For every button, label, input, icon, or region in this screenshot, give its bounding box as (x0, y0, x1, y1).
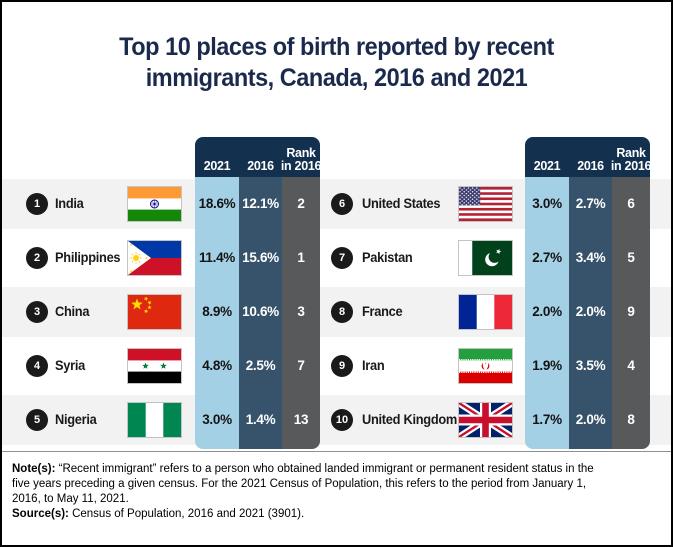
country-label: Philippines (55, 250, 121, 265)
value-2021: 4.8% (202, 358, 232, 373)
table-row: 6 United States 3.0% 2.7% 6 (2, 179, 671, 229)
column-rank-bar (282, 177, 320, 449)
value-2016: 3.4% (575, 250, 606, 265)
source-line: Source(s): Census of Population, 2016 an… (12, 507, 604, 522)
table-row: 1 India 18.6% 12.1% 2 (2, 179, 671, 229)
header-2016: 2016 (577, 159, 604, 173)
notes-divider (2, 451, 671, 452)
syria-flag (127, 348, 182, 384)
value-2021: 1.9% (532, 358, 562, 373)
value-columns-left (195, 177, 320, 449)
united-states-flag (458, 186, 513, 222)
value-2016: 2.7% (575, 196, 606, 211)
france-flag (458, 294, 513, 330)
value-rank-2016: 7 (297, 358, 305, 373)
footnotes: Note(s): “Recent immigrant” refers to a … (12, 462, 604, 522)
rank-badge: 5 (26, 409, 48, 431)
iran-flag (458, 348, 513, 384)
rank-badge: 2 (26, 247, 48, 269)
rank-badge: 8 (331, 301, 353, 323)
header-rank-in-2016: Rank in 2016 (280, 146, 322, 173)
header-rank-in-2016: Rank in 2016 (610, 146, 652, 173)
value-rank-2016: 13 (293, 412, 309, 427)
value-columns-right (525, 177, 650, 449)
value-rank-2016: 8 (627, 412, 635, 427)
rank-badge: 9 (331, 355, 353, 377)
header-2021: 2021 (203, 159, 231, 173)
rank-badge: 10 (331, 409, 353, 431)
value-2016: 2.0% (575, 412, 606, 427)
source-label: Source(s): (12, 508, 69, 520)
table-row: 9 Iran 1.9% 3.5% 4 (2, 341, 671, 391)
column-header-right: 2021 2016 Rank in 2016 (525, 137, 652, 177)
philippines-flag (127, 240, 182, 276)
rank-badge: 1 (26, 193, 48, 215)
value-2016: 10.6% (242, 304, 279, 319)
chart-title-line1: Top 10 places of birth reported by recen… (119, 33, 554, 61)
rank-badge: 4 (26, 355, 48, 377)
rank-badge: 3 (26, 301, 48, 323)
value-2016: 1.4% (245, 412, 276, 427)
header-2021: 2021 (533, 159, 561, 173)
table-row: 8 France 2.0% 2.0% 9 (2, 287, 671, 337)
value-2021: 1.7% (532, 412, 562, 427)
value-2016: 3.5% (575, 358, 606, 373)
table-row: 2 Philippines 11.4% 15.6% 1 (2, 233, 671, 283)
column-2016-bar (569, 177, 612, 449)
value-2016: 12.1% (242, 196, 279, 211)
column-2016-bar (239, 177, 282, 449)
value-rank-2016: 3 (297, 304, 305, 319)
value-2016: 2.0% (575, 304, 606, 319)
country-label: Nigeria (55, 412, 97, 427)
value-2021: 18.6% (198, 196, 236, 211)
source-text: Census of Population, 2016 and 2021 (390… (72, 508, 305, 520)
country-label: India (55, 196, 84, 211)
value-2021: 3.0% (202, 412, 232, 427)
value-2021: 2.7% (532, 250, 562, 265)
column-2021-bar (195, 177, 239, 449)
header-2016: 2016 (247, 159, 274, 173)
value-2016: 2.5% (245, 358, 276, 373)
country-label: France (362, 304, 403, 319)
value-rank-2016: 2 (297, 196, 305, 211)
value-rank-2016: 4 (627, 358, 635, 373)
table-row: 4 Syria 4.8% 2.5% 7 (2, 341, 671, 391)
country-label: United States (362, 196, 441, 211)
value-2021: 3.0% (532, 196, 562, 211)
value-2021: 8.9% (202, 304, 232, 319)
value-2016: 15.6% (242, 250, 279, 265)
table-row: 5 Nigeria 3.0% 1.4% 13 (2, 395, 671, 445)
india-flag (127, 186, 182, 222)
country-label: Syria (55, 358, 85, 373)
united-kingdom-flag (458, 402, 513, 438)
value-2021: 2.0% (532, 304, 562, 319)
value-rank-2016: 5 (627, 250, 635, 265)
value-rank-2016: 6 (627, 196, 635, 211)
pakistan-flag (458, 240, 513, 276)
chart-title: Top 10 places of birth reported by recen… (22, 32, 651, 94)
column-rank-bar (612, 177, 650, 449)
table-row: 3 China 8.9% 10.6% 3 (2, 287, 671, 337)
rank-badge: 7 (331, 247, 353, 269)
chart-title-line2: immigrants, Canada, 2016 and 2021 (145, 64, 528, 92)
country-label: China (55, 304, 90, 319)
value-rank-2016: 9 (627, 304, 635, 319)
nigeria-flag (127, 402, 182, 438)
rank-badge: 6 (331, 193, 353, 215)
column-header-left: 2021 2016 Rank in 2016 (195, 137, 322, 177)
china-flag (127, 294, 182, 330)
table-row: 10 United Kingdom 1.7% 2.0% 8 (2, 395, 671, 445)
note-text: “Recent immigrant” refers to a person wh… (12, 463, 594, 505)
country-label: United Kingdom (362, 412, 458, 427)
note-line: Note(s): “Recent immigrant” refers to a … (12, 462, 604, 507)
country-label: Iran (362, 358, 385, 373)
value-2021: 11.4% (198, 250, 236, 265)
country-label: Pakistan (362, 250, 413, 265)
value-rank-2016: 1 (297, 250, 305, 265)
column-2021-bar (525, 177, 569, 449)
note-label: Note(s): (12, 463, 56, 475)
table-row: 7 Pakistan 2.7% 3.4% 5 (2, 233, 671, 283)
